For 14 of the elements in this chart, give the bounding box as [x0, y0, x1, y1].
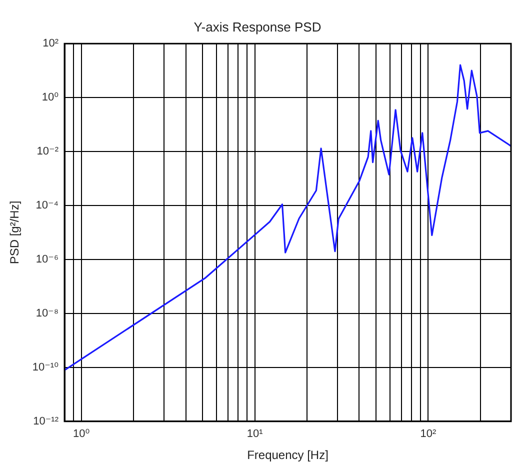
y-tick-label: 10⁰	[42, 92, 60, 104]
y-tick-label: 10⁻¹⁰	[32, 361, 60, 374]
x-tick-label: 10¹	[246, 428, 264, 440]
y-tick-label: 10⁻⁶	[36, 254, 59, 266]
x-tick-label: 10⁰	[72, 428, 90, 440]
x-axis-title: Frequency [Hz]	[247, 448, 328, 462]
y-tick-label: 10⁻⁴	[36, 200, 59, 212]
y-tick-label: 10⁻¹²	[33, 415, 59, 428]
y-tick-label: 10⁻⁸	[36, 307, 59, 320]
x-tick-label: 10²	[420, 428, 437, 440]
y-axis-title: PSD [g²/Hz]	[8, 200, 22, 264]
chart-title: Y-axis Response PSD	[194, 19, 322, 34]
y-tick-label: 10⁻²	[36, 146, 59, 158]
y-tick-label: 10²	[42, 38, 59, 50]
